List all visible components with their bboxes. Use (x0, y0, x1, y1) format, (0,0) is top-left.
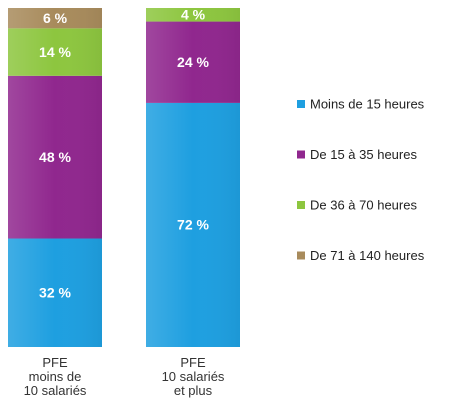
data-label: 32 % (39, 284, 71, 300)
legend-label: De 15 à 35 heures (310, 147, 417, 162)
data-label: 72 % (177, 217, 209, 233)
bar-shine (146, 21, 240, 103)
category-label: PFE 10 salariés et plus (161, 355, 225, 398)
legend-swatch (297, 100, 305, 108)
bar-shine (8, 28, 102, 76)
legend-label: De 36 à 70 heures (310, 197, 417, 212)
bar-shine (8, 238, 102, 347)
legend-label: De 71 à 140 heures (310, 248, 425, 263)
data-label: 24 % (177, 54, 209, 70)
data-label: 4 % (181, 6, 206, 22)
legend-swatch (297, 251, 305, 260)
bar-shine (8, 8, 102, 29)
data-label: 48 % (39, 149, 71, 165)
category-label: PFE moins de 10 salariés (23, 355, 87, 398)
legend-swatch (297, 150, 305, 159)
bar-shine (146, 8, 240, 22)
data-label: 6 % (43, 10, 68, 26)
data-label: 14 % (39, 44, 71, 60)
legend-swatch (297, 201, 305, 209)
bar-shine (146, 102, 240, 347)
bar-shine (8, 75, 102, 239)
legend-label: Moins de 15 heures (310, 96, 425, 111)
